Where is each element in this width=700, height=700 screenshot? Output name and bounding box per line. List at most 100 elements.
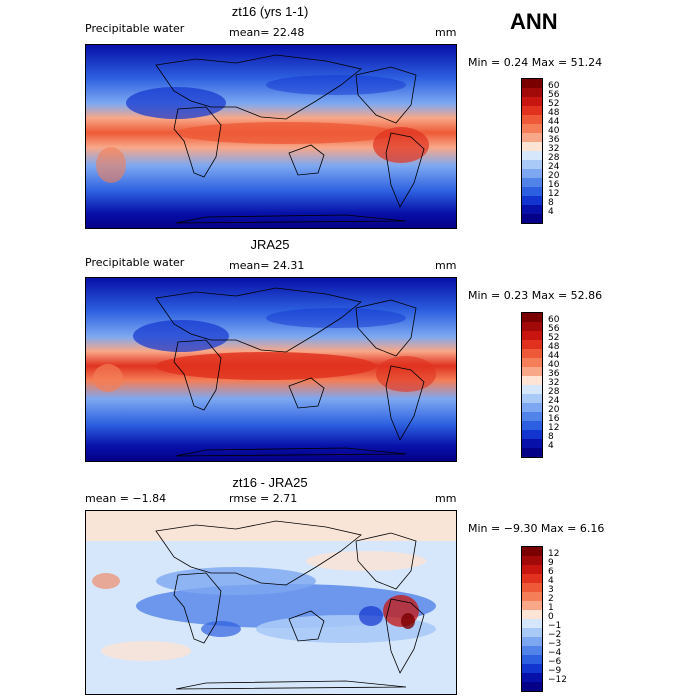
colorbar-tick-label: 52	[548, 333, 560, 343]
colorbar-tick-label: 8	[548, 432, 554, 442]
colorbar-tick-label: 60	[548, 81, 560, 91]
colorbar-tick-label: 52	[548, 99, 560, 109]
colorbar-segment	[522, 367, 542, 376]
colorbar-tick-label: 0	[548, 612, 554, 622]
colorbar-tick-label: 56	[548, 324, 560, 334]
colorbar-tick-label: 9	[548, 558, 554, 568]
colorbar-tick-label: 6	[548, 567, 554, 577]
colorbar-segment	[522, 79, 542, 88]
colorbar-tick-label: 44	[548, 351, 560, 361]
colorbar-segment	[522, 124, 542, 133]
colorbar-segment	[522, 637, 542, 646]
panel-2-units: mm	[435, 259, 457, 272]
colorbar-tick-label: 2	[548, 594, 554, 604]
colorbar-tick-label: 36	[548, 135, 560, 145]
colorbar-tick-label: 60	[548, 315, 560, 325]
colorbar-tick-label: 12	[548, 423, 560, 433]
colorbar-segment	[522, 106, 542, 115]
season-label: ANN	[510, 9, 558, 34]
colorbar-segment	[522, 214, 542, 223]
colorbar-tick-label: 3	[548, 585, 554, 595]
panel-1-map	[85, 44, 457, 229]
colorbar-segment	[522, 385, 542, 394]
colorbar-tick-label: −1	[548, 621, 562, 631]
colorbar-tick-label: −3	[548, 639, 562, 649]
panel-2-map	[85, 277, 457, 462]
colorbar-segment	[522, 88, 542, 97]
colorbar-segment	[522, 655, 542, 664]
colorbar-tick-label: 32	[548, 378, 560, 388]
colorbar-segment	[522, 448, 542, 457]
colorbar-segment	[522, 601, 542, 610]
colorbar-segment	[522, 115, 542, 124]
colorbar-segment	[522, 376, 542, 385]
colorbar-segment	[522, 439, 542, 448]
panel-3-mean: mean = −1.84	[85, 492, 167, 505]
colorbar-segment	[522, 664, 542, 673]
colorbar-segment	[522, 340, 542, 349]
colorbar-tick-label: 4	[548, 441, 554, 451]
colorbar-tick-label: 8	[548, 198, 554, 208]
colorbar-segment	[522, 574, 542, 583]
colorbar-segment	[522, 196, 542, 205]
colorbar-segment	[522, 187, 542, 196]
panel-2-minmax: Min = 0.23 Max = 52.86	[468, 289, 603, 302]
colorbar-segment	[522, 331, 542, 340]
colorbar-tick-label: 4	[548, 207, 554, 217]
colorbar-segment	[522, 421, 542, 430]
colorbar-segment	[522, 565, 542, 574]
colorbar-tick-label: 36	[548, 369, 560, 379]
colorbar-segment	[522, 322, 542, 331]
panel-1-title: zt16 (yrs 1-1)	[231, 4, 309, 19]
colorbar-segment	[522, 646, 542, 655]
colorbar-segment	[522, 151, 542, 160]
colorbar-segment	[522, 205, 542, 214]
panel-1-colorbar	[521, 78, 543, 224]
colorbar-segment	[522, 142, 542, 151]
colorbar-tick-label: 40	[548, 360, 560, 370]
colorbar-segment	[522, 556, 542, 565]
colorbar-segment	[522, 178, 542, 187]
panel-3-map	[85, 510, 457, 695]
colorbar-tick-label: −2	[548, 630, 562, 640]
panel-2-mean: mean= 24.31	[229, 259, 305, 272]
colorbar-tick-label: −6	[548, 657, 562, 667]
colorbar-segment	[522, 97, 542, 106]
colorbar-tick-label: 16	[548, 414, 560, 424]
colorbar-segment	[522, 610, 542, 619]
colorbar-segment	[522, 160, 542, 169]
colorbar-segment	[522, 583, 542, 592]
colorbar-segment	[522, 313, 542, 322]
panel-2-title: JRA25	[250, 237, 290, 252]
panel-1-mean: mean= 22.48	[229, 26, 305, 39]
panel-1-left-label: Precipitable water	[85, 22, 185, 35]
colorbar-segment	[522, 682, 542, 691]
panel-2-left-label: Precipitable water	[85, 256, 185, 269]
colorbar-segment	[522, 673, 542, 682]
colorbar-segment	[522, 358, 542, 367]
colorbar-tick-label: 32	[548, 144, 560, 154]
colorbar-segment	[522, 412, 542, 421]
colorbar-tick-label: −4	[548, 648, 562, 658]
panel-2-colorbar	[521, 312, 543, 458]
colorbar-segment	[522, 349, 542, 358]
colorbar-tick-label: 44	[548, 117, 560, 127]
colorbar-tick-label: 48	[548, 342, 560, 352]
colorbar-tick-label: 20	[548, 405, 560, 415]
colorbar-tick-label: 4	[548, 576, 554, 586]
panel-3-title: zt16 - JRA25	[232, 475, 308, 490]
panel-1-minmax: Min = 0.24 Max = 51.24	[468, 56, 603, 69]
colorbar-segment	[522, 430, 542, 439]
colorbar-tick-label: −9	[548, 666, 562, 676]
colorbar-tick-label: 16	[548, 180, 560, 190]
colorbar-tick-label: 40	[548, 126, 560, 136]
colorbar-tick-label: 28	[548, 387, 560, 397]
colorbar-segment	[522, 169, 542, 178]
colorbar-segment	[522, 394, 542, 403]
colorbar-segment	[522, 133, 542, 142]
colorbar-tick-label: 48	[548, 108, 560, 118]
colorbar-segment	[522, 547, 542, 556]
colorbar-segment	[522, 619, 542, 628]
panel-1-units: mm	[435, 26, 457, 39]
colorbar-tick-label: 20	[548, 171, 560, 181]
